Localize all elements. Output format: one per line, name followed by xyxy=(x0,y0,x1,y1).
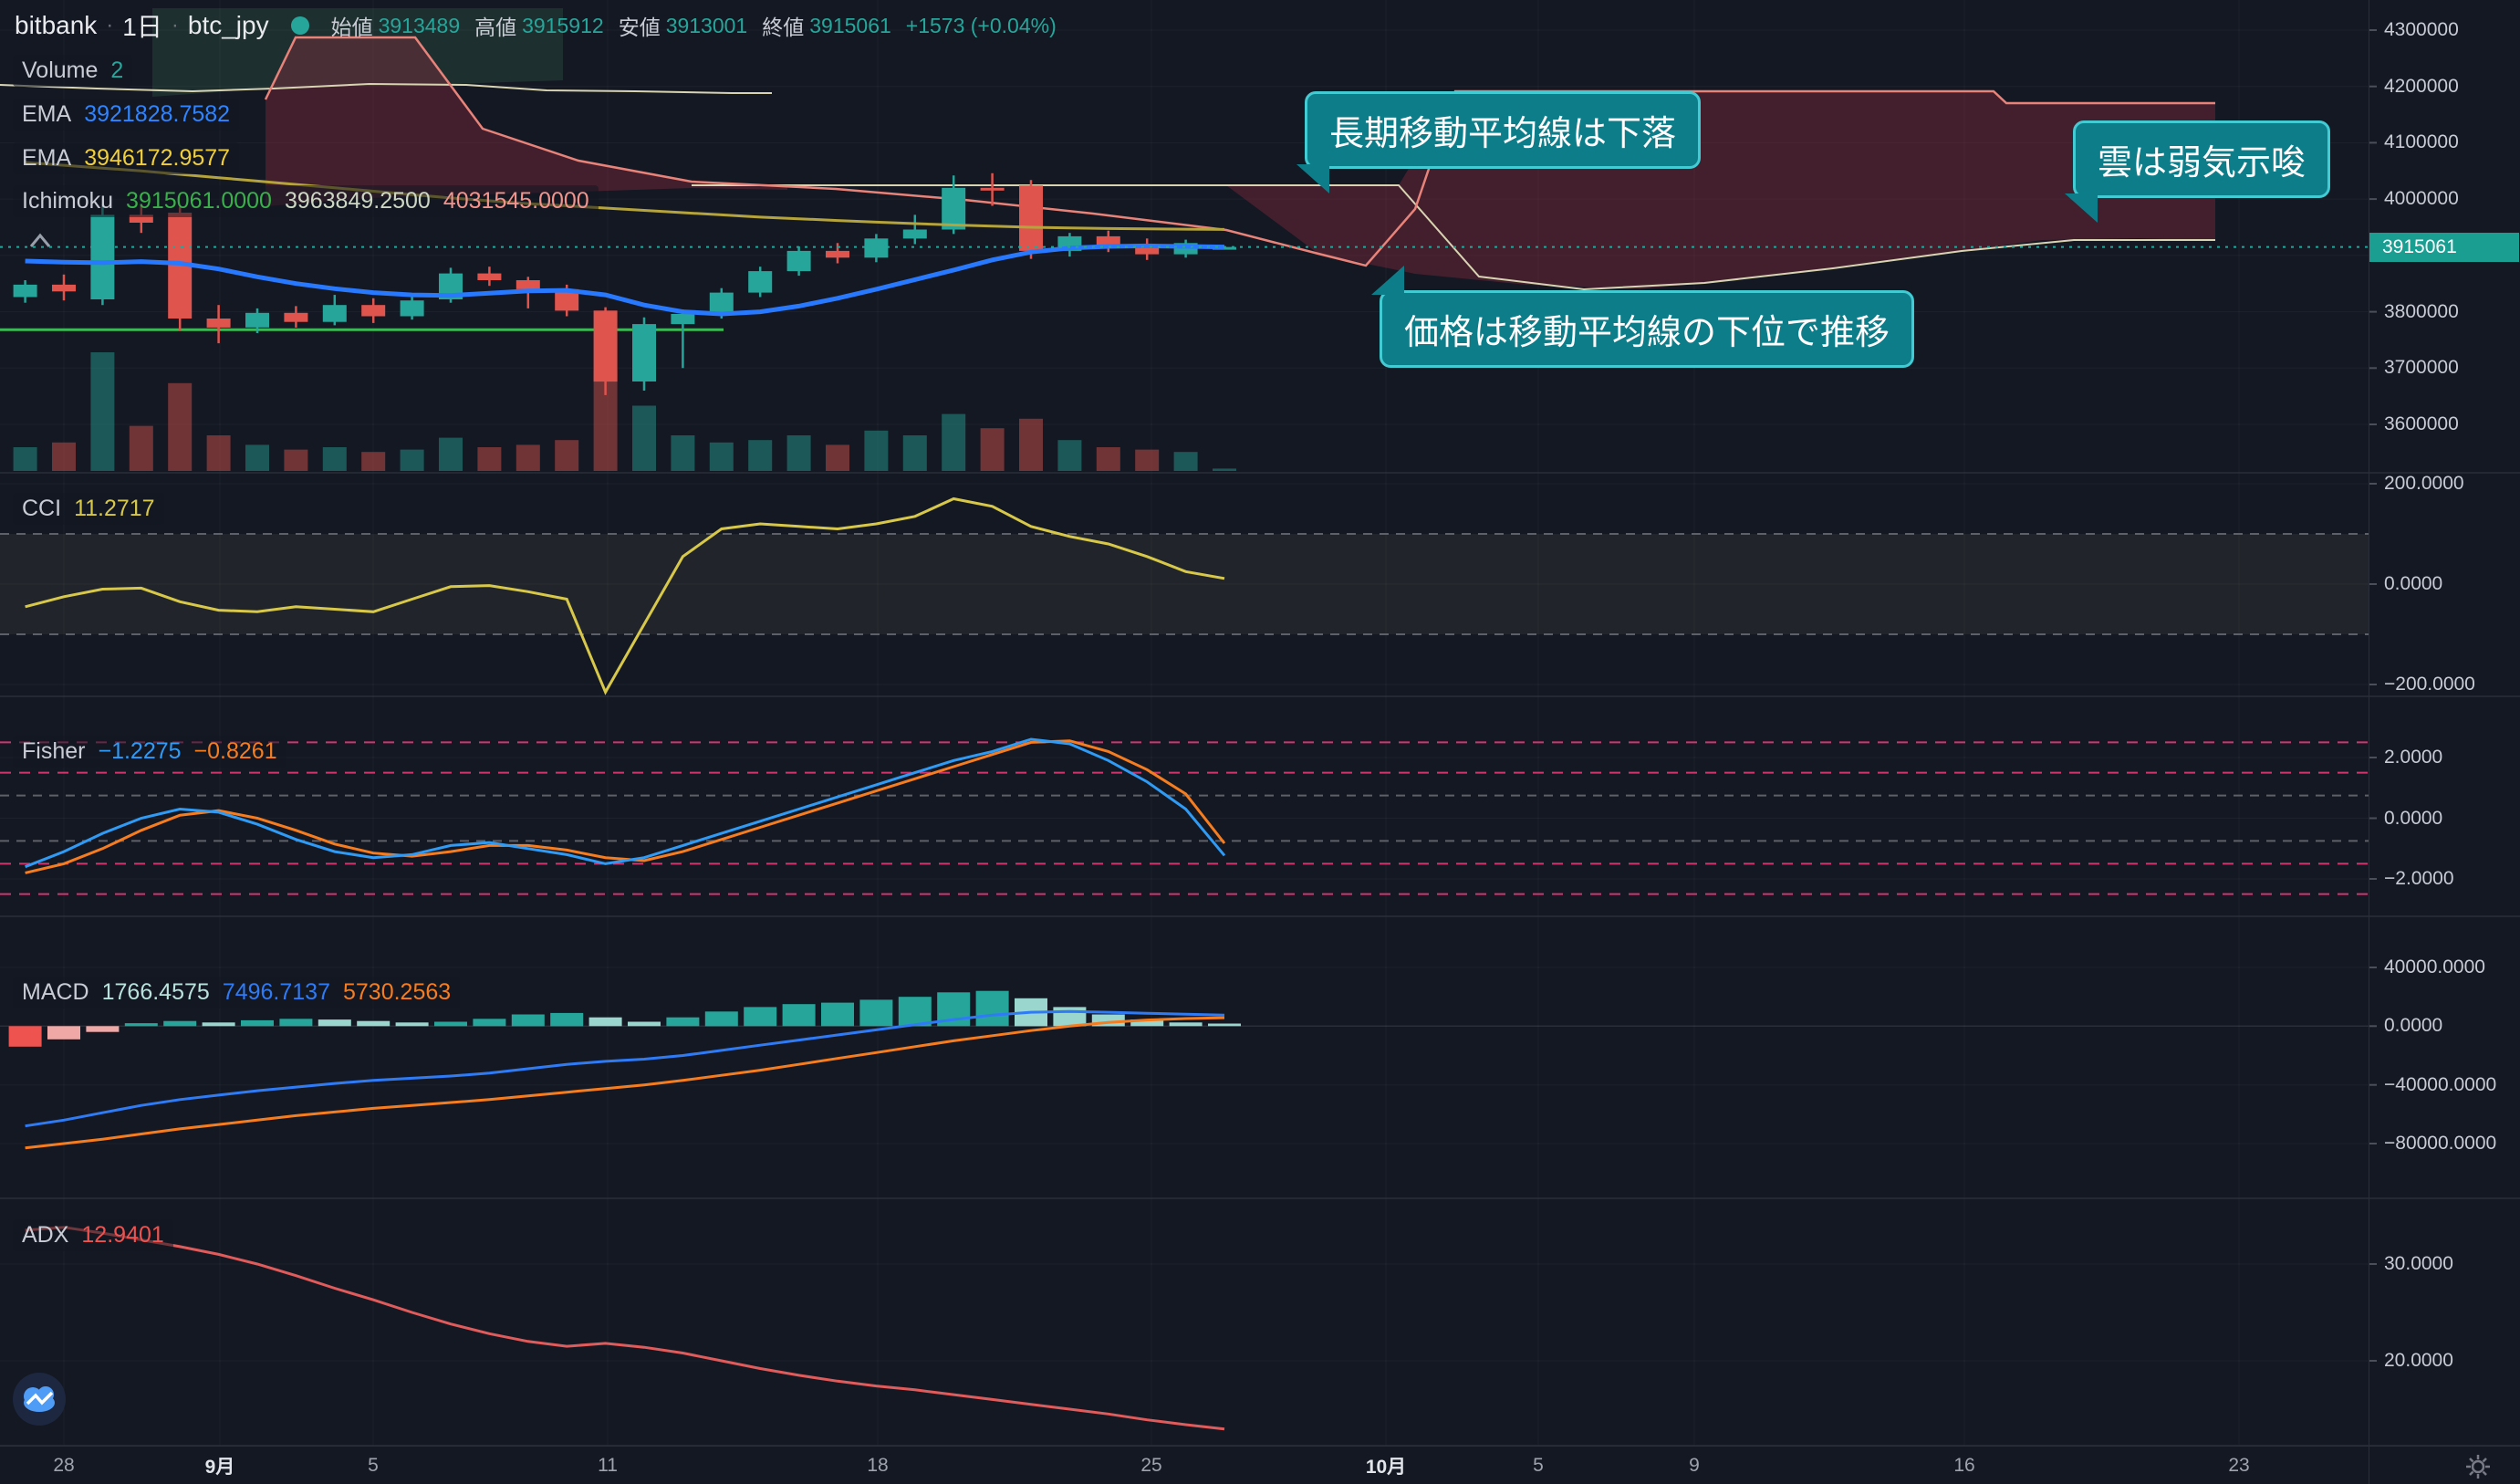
settings-gear-icon[interactable] xyxy=(2462,1453,2494,1480)
annotation-text: 長期移動平均線は下落 xyxy=(1329,115,1677,153)
close-label: 終値 xyxy=(762,16,805,39)
annotation-tail xyxy=(1296,164,1329,193)
change-value: +1573 (+0.04%) xyxy=(905,13,1057,37)
macd-hist-value: 1766.4575 xyxy=(101,979,210,1005)
adx-label[interactable]: ADX xyxy=(22,1222,69,1248)
volume-label[interactable]: Volume xyxy=(22,57,99,83)
legend-ema-long: EMA 3946172.9577 xyxy=(13,142,240,174)
adx-value: 12.9401 xyxy=(81,1222,164,1248)
axis-time-label: 25 xyxy=(1140,1455,1162,1476)
ichimoku-value-2: 3963849.2500 xyxy=(284,188,431,214)
macd-label[interactable]: MACD xyxy=(22,979,89,1005)
fisher-trigger-value: −0.8261 xyxy=(193,738,277,764)
axis-time-label: 5 xyxy=(1533,1455,1544,1476)
axis-time-label: 9月 xyxy=(204,1457,235,1478)
legend-adx: ADX 12.9401 xyxy=(13,1219,173,1251)
axis-price-label: −2.0000 xyxy=(2384,868,2454,889)
axis-time-label: 10月 xyxy=(1365,1457,1407,1478)
cci-value: 11.2717 xyxy=(74,496,155,521)
axis-time-label: 11 xyxy=(598,1455,618,1476)
ema-long-label[interactable]: EMA xyxy=(22,145,72,171)
ichimoku-value-1: 3915061.0000 xyxy=(126,188,272,214)
axis-time-label: 18 xyxy=(867,1455,889,1476)
chart-header: bitbank · 1日 · btc_jpy 始値 3913489 高値 391… xyxy=(15,7,1066,44)
axis-price-label: 4300000 xyxy=(2384,19,2459,40)
annotation-text: 価格は移動平均線の下位で推移 xyxy=(1404,314,1890,352)
axis-time-label: 9 xyxy=(1689,1455,1700,1476)
axis-price-label: −80000.0000 xyxy=(2384,1133,2497,1154)
axis-time-label: 23 xyxy=(2228,1455,2250,1476)
separator-dot: · xyxy=(171,13,179,37)
axis-price-label: 3800000 xyxy=(2384,300,2459,322)
separator-dot: · xyxy=(106,13,114,37)
annotation-ma-falling[interactable]: 長期移動平均線は下落 xyxy=(1296,91,1702,193)
high-label: 高値 xyxy=(474,16,517,39)
axis-price-label: 200.0000 xyxy=(2384,473,2464,494)
open-value: 3913489 xyxy=(378,13,461,37)
cci-label[interactable]: CCI xyxy=(22,496,62,521)
price-axis[interactable]: 4300000420000041000004000000390000038000… xyxy=(2369,0,2520,1446)
collapse-caret-icon[interactable] xyxy=(26,228,62,256)
last-price-tag: 3915061 xyxy=(2369,232,2519,262)
ichimoku-value-3: 4031545.0000 xyxy=(443,188,589,214)
macd-signal-value: 5730.2563 xyxy=(342,979,452,1005)
close-value: 3915061 xyxy=(809,13,891,37)
macd-line-value: 7496.7137 xyxy=(222,979,330,1005)
axis-price-label: −40000.0000 xyxy=(2384,1073,2497,1095)
axis-time-label: 28 xyxy=(53,1455,75,1476)
ema-long-value: 3946172.9577 xyxy=(84,145,231,171)
annotation-text: 雲は弱気示唆 xyxy=(2098,144,2307,183)
ema-short-label[interactable]: EMA xyxy=(22,101,72,127)
axis-price-label: 4000000 xyxy=(2384,188,2459,210)
fisher-label[interactable]: Fisher xyxy=(22,738,86,764)
symbol-name[interactable]: bitbank xyxy=(15,11,98,39)
fisher-value: −1.2275 xyxy=(98,738,182,764)
ohlc-row: 始値 3913489 高値 3915912 安値 3913001 終値 3915… xyxy=(331,10,1066,41)
annotation-price-below-ma[interactable]: 価格は移動平均線の下位で推移 xyxy=(1371,266,1915,368)
axis-time-label: 5 xyxy=(368,1455,379,1476)
axis-price-label: 0.0000 xyxy=(2384,573,2443,594)
annotation-tail xyxy=(1371,266,1404,295)
axis-price-label: 0.0000 xyxy=(2384,1015,2443,1037)
pair-name[interactable]: btc_jpy xyxy=(187,11,269,39)
axis-price-label: 4100000 xyxy=(2384,131,2459,153)
legend-volume: Volume 2 xyxy=(13,55,133,87)
axis-time-label: 16 xyxy=(1953,1455,1975,1476)
ema-short-value: 3921828.7582 xyxy=(84,101,231,127)
high-value: 3915912 xyxy=(522,13,604,37)
axis-price-label: 40000.0000 xyxy=(2384,956,2485,977)
annotation-cloud-bearish[interactable]: 雲は弱気示唆 xyxy=(2065,120,2331,223)
legend-ema-short: EMA 3921828.7582 xyxy=(13,99,240,131)
axis-price-label: 4200000 xyxy=(2384,75,2459,97)
axis-price-label: 0.0000 xyxy=(2384,807,2443,829)
axis-price-label: 3600000 xyxy=(2384,413,2459,434)
legend-fisher: Fisher −1.2275 −0.8261 xyxy=(13,736,286,768)
legend-cci: CCI 11.2717 xyxy=(13,493,164,525)
ichimoku-label[interactable]: Ichimoku xyxy=(22,188,114,214)
axis-price-label: 20.0000 xyxy=(2384,1350,2453,1371)
volume-value: 2 xyxy=(110,57,124,83)
axis-price-label: 3700000 xyxy=(2384,357,2459,379)
low-value: 3913001 xyxy=(665,13,748,37)
time-axis[interactable]: 28 9月 5 11 18 25 10月 5 9 16 23 xyxy=(0,1446,2520,1484)
interval-selector[interactable]: 1日 xyxy=(122,13,162,41)
platform-logo[interactable] xyxy=(11,1371,68,1427)
axis-price-label: −200.0000 xyxy=(2384,674,2475,695)
axis-price-label: 2.0000 xyxy=(2384,747,2443,768)
legend-macd: MACD 1766.4575 7496.7137 5730.2563 xyxy=(13,977,461,1008)
market-status-dot[interactable] xyxy=(290,16,309,35)
open-label: 始値 xyxy=(330,16,373,39)
low-label: 安値 xyxy=(618,16,661,39)
axis-price-label: 30.0000 xyxy=(2384,1253,2453,1274)
legend-ichimoku: Ichimoku 3915061.0000 3963849.2500 40315… xyxy=(13,185,599,217)
annotation-tail xyxy=(2065,193,2098,223)
